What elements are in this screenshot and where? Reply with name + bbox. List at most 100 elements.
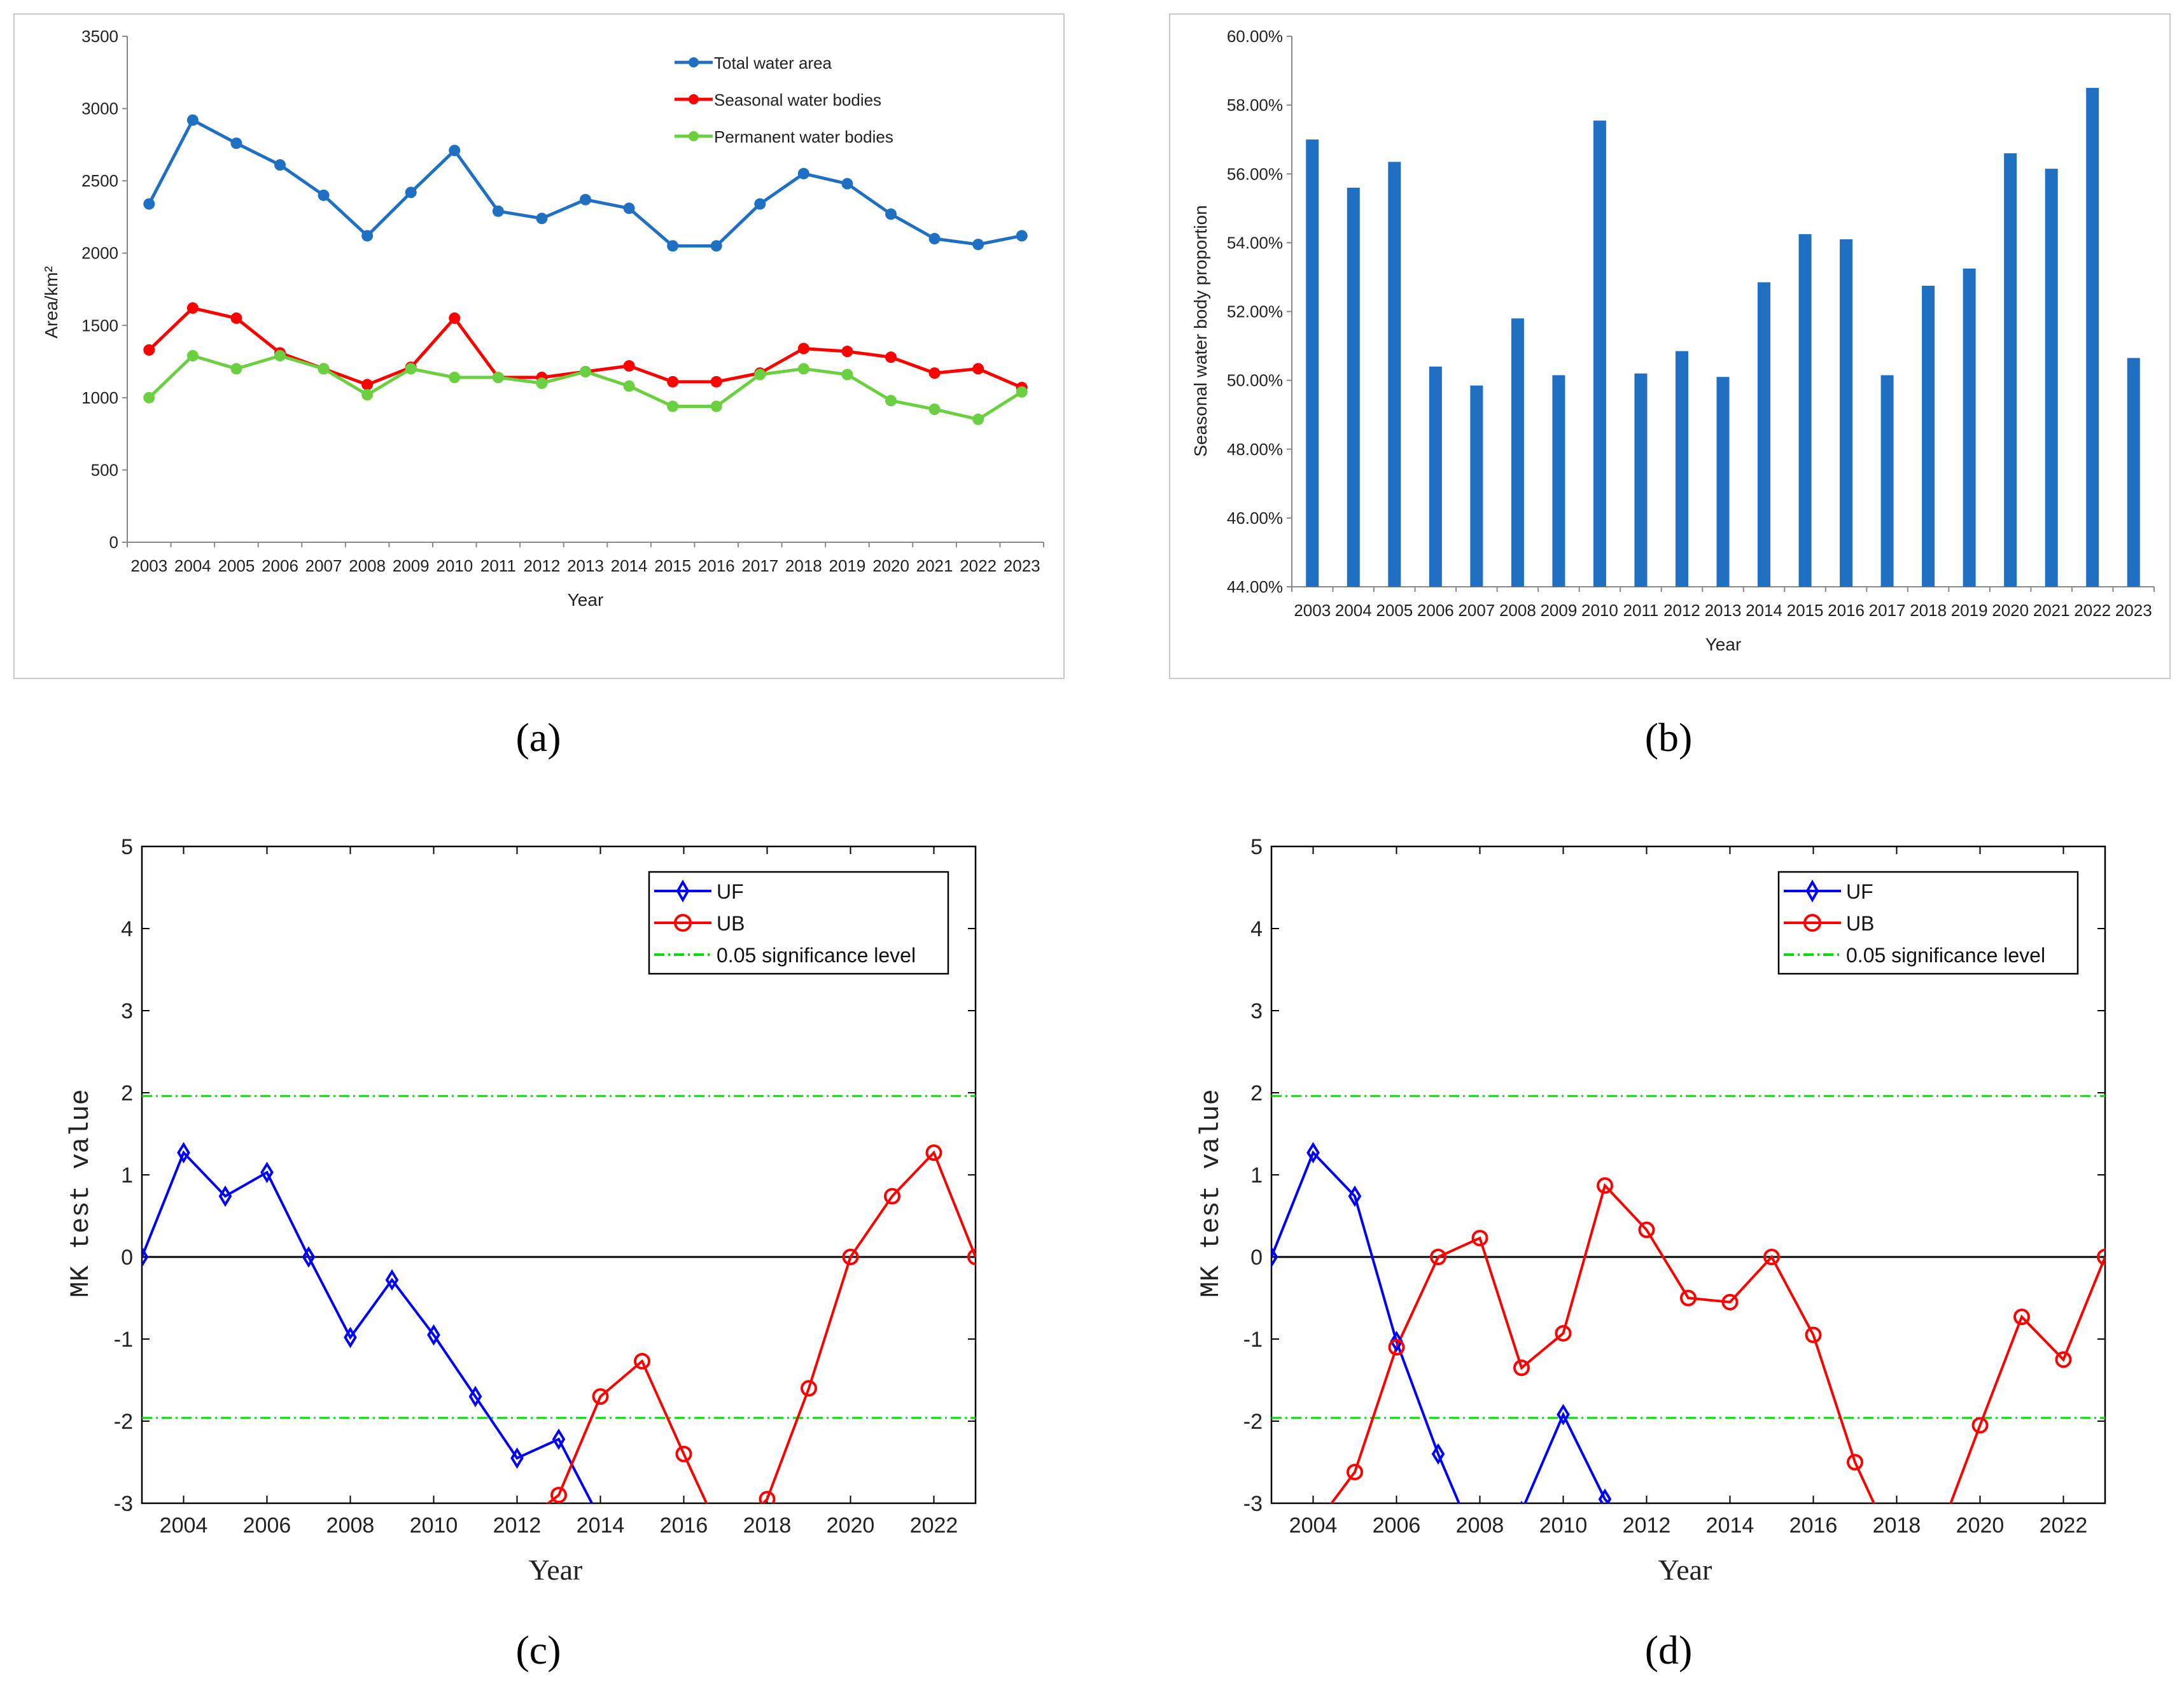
- x-tick-label: 2008: [349, 556, 386, 575]
- x-tick-label: 2004: [1289, 1513, 1338, 1538]
- ub-series-line: [1329, 1182, 2105, 1503]
- uf-point: [302, 1246, 316, 1268]
- total-point: [972, 239, 984, 251]
- ub-point: [675, 1445, 692, 1463]
- y-tick-label: 1: [1250, 1163, 1263, 1188]
- x-tick-label: 2017: [741, 556, 778, 575]
- x-tick-label: 2016: [698, 556, 735, 575]
- uf-point: [1475, 1544, 1485, 1561]
- uf-point: [970, 1585, 981, 1602]
- permanent-point: [667, 400, 679, 412]
- legend-uf-label: UF: [1846, 880, 1873, 903]
- y-tick-label: 2: [1250, 1081, 1263, 1105]
- ub-point: [592, 1388, 609, 1405]
- ub-point: [1638, 1221, 1655, 1238]
- x-tick-label: 2016: [660, 1513, 708, 1538]
- ub-point: [2097, 1249, 2105, 1265]
- ub-series-line: [546, 1150, 976, 1503]
- x-tick-label: 2020: [827, 1513, 875, 1538]
- bar: [1798, 234, 1812, 587]
- total-point: [274, 159, 286, 171]
- total-point: [623, 202, 635, 214]
- x-tick-label: 2014: [1746, 601, 1782, 620]
- total-point: [186, 114, 199, 126]
- uf-point: [1348, 1185, 1362, 1207]
- legend-seasonal-marker: [689, 94, 699, 104]
- uf-point: [427, 1324, 440, 1346]
- uf-point: [720, 1544, 731, 1561]
- x-tick-label: 2011: [1623, 601, 1658, 620]
- y-tick-label: 3: [1250, 999, 1263, 1023]
- ub-point: [2055, 1351, 2072, 1368]
- x-tick-label: 2012: [1623, 1513, 1671, 1538]
- ub-point: [2013, 1309, 2030, 1326]
- y-tick-label: 60.00%: [1227, 27, 1283, 46]
- bar: [2045, 169, 2058, 587]
- seasonal-point: [186, 302, 199, 314]
- uf-series-line: [1271, 1150, 1611, 1503]
- uf-point: [385, 1269, 399, 1291]
- uf-point: [1557, 1403, 1570, 1426]
- total-point: [405, 186, 417, 199]
- x-tick-label: 2004: [1335, 601, 1372, 620]
- panel-b-xlabel: Year: [1705, 635, 1742, 654]
- ub-point: [1555, 1324, 1572, 1342]
- bar: [2086, 88, 2099, 587]
- total-point: [797, 167, 809, 179]
- ub-point: [1805, 1326, 1822, 1344]
- ub-point: [1890, 1545, 1904, 1559]
- bar: [1347, 187, 1360, 587]
- uf-point: [2017, 1602, 2027, 1618]
- x-tick-label: 2004: [160, 1513, 208, 1538]
- ub-point: [634, 1352, 650, 1370]
- uf-point: [637, 1544, 647, 1561]
- x-tick-label: 2006: [262, 556, 298, 575]
- x-tick-label: 2013: [567, 556, 604, 575]
- permanent-point: [492, 372, 504, 384]
- seasonal-point: [143, 344, 155, 356]
- ub-point: [759, 1491, 776, 1503]
- panel-d-label: (d): [1645, 1627, 1693, 1673]
- uf-point: [552, 1428, 566, 1450]
- ub-point: [385, 1529, 399, 1543]
- x-tick-label: 2007: [305, 556, 342, 575]
- x-tick-label: 2009: [1540, 601, 1577, 620]
- y-tick-label: 0: [1250, 1245, 1263, 1270]
- uf-point: [510, 1447, 524, 1469]
- permanent-point: [928, 403, 941, 416]
- panel-c-ylabel: MK test value: [66, 1089, 96, 1298]
- y-tick-label: 4: [1250, 917, 1263, 941]
- x-tick-label: 2005: [218, 556, 255, 575]
- y-tick-label: 58.00%: [1227, 95, 1283, 115]
- ub-point: [302, 1529, 316, 1543]
- legend-ub-label: UB: [1846, 912, 1874, 935]
- ub-point: [1680, 1289, 1697, 1307]
- x-tick-label: 2017: [1869, 601, 1906, 620]
- y-tick-label: 500: [91, 460, 118, 479]
- ub-point: [1971, 1417, 1989, 1434]
- y-tick-label: -2: [114, 1410, 133, 1434]
- permanent-point: [623, 380, 635, 392]
- uf-series-line: [142, 1150, 594, 1503]
- total-point: [580, 193, 591, 206]
- x-tick-label: 2010: [1581, 601, 1618, 620]
- uf-point: [468, 1386, 482, 1408]
- ub-point: [1847, 1454, 1863, 1471]
- y-tick-label: 1500: [81, 316, 118, 335]
- x-tick-label: 2016: [1828, 601, 1865, 620]
- y-tick-label: 52.00%: [1227, 302, 1283, 321]
- permanent-point: [797, 363, 809, 375]
- ub-point: [1347, 1463, 1363, 1480]
- bar: [1429, 367, 1442, 587]
- x-tick-label: 2010: [410, 1513, 458, 1538]
- panel-a-ylabel: Area/km²: [41, 266, 61, 339]
- bar: [1511, 318, 1524, 587]
- y-tick-label: 5: [1250, 835, 1263, 859]
- y-tick-label: 4: [121, 917, 133, 941]
- seasonal-point: [230, 312, 242, 324]
- x-tick-label: 2012: [524, 556, 561, 575]
- y-tick-label: 3500: [81, 27, 118, 46]
- ub-point: [550, 1487, 567, 1503]
- uf-point: [2100, 1610, 2110, 1627]
